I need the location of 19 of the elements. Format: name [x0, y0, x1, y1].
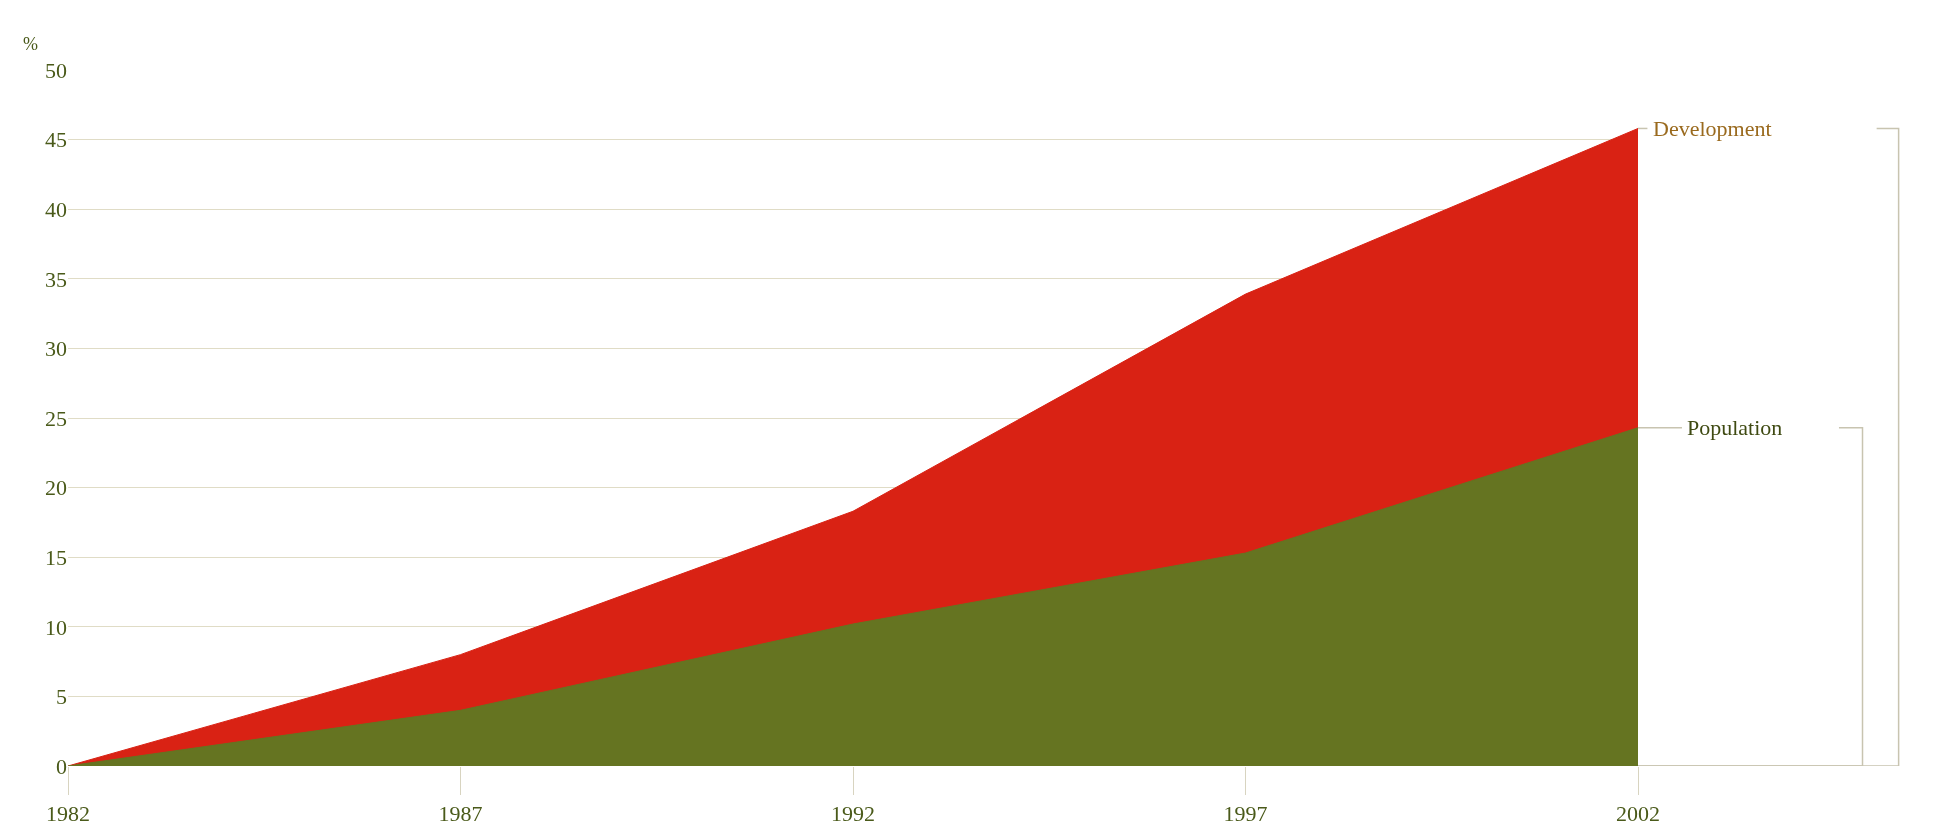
series-label: Development — [1653, 116, 1772, 141]
y-tick-label: 20 — [45, 475, 67, 501]
x-tick-label: 1982 — [46, 801, 90, 827]
x-tick-label: 1987 — [438, 801, 483, 827]
y-tick-label: 25 — [45, 405, 67, 431]
y-tick-label: 35 — [45, 266, 67, 292]
y-axis-title: % — [23, 34, 38, 54]
y-tick-label: 50 — [45, 57, 67, 83]
x-tick-label: 1997 — [1223, 801, 1268, 827]
text: Population — [1687, 415, 1783, 440]
y-tick-label: 0 — [56, 753, 67, 779]
y-tick-label: 45 — [45, 127, 67, 153]
x-tick-label: 1992 — [831, 801, 875, 827]
x-tick-label: 2002 — [1616, 801, 1660, 827]
y-tick-label: 40 — [45, 196, 67, 222]
y-tick-label: 10 — [45, 614, 67, 640]
y-tick-label: 5 — [56, 684, 67, 710]
y-tick-label: 30 — [45, 336, 67, 362]
y-tick-label: 15 — [45, 544, 67, 570]
